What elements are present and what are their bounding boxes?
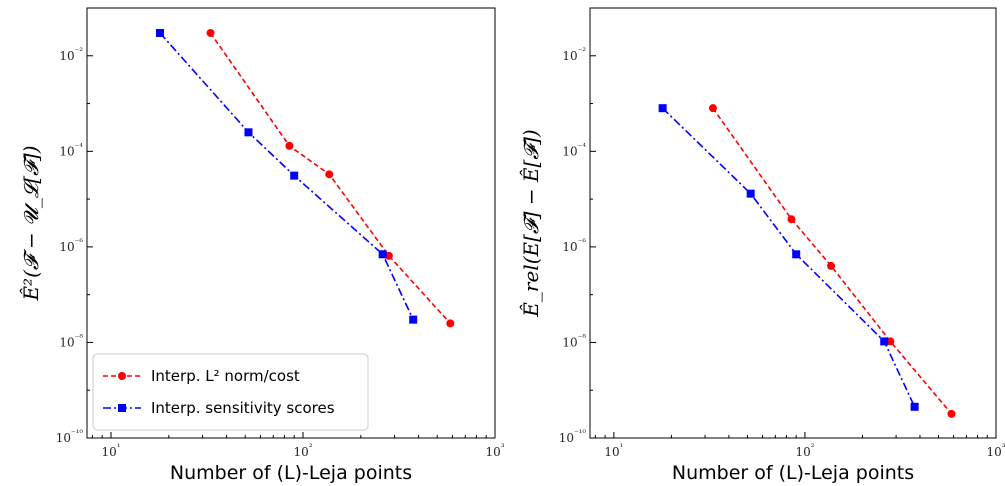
data-point <box>910 402 919 411</box>
plot-frame <box>589 7 997 439</box>
right-chart: 10⁻¹⁰ 10⁻⁸ 10⁻⁶ 10⁻⁴ 10⁻² 10¹ 10² 10³ Number of … <box>519 7 1005 484</box>
x-axis-label: Number of (L)-Leja points <box>672 462 914 484</box>
series-line <box>662 107 916 408</box>
x-tick-label: 10² <box>294 443 313 459</box>
data-point <box>708 104 717 113</box>
series-line <box>209 32 451 324</box>
y-tick-label: 10⁻⁶ <box>59 238 83 254</box>
legend-marker <box>118 404 126 412</box>
data-point <box>290 171 299 180</box>
x-axis-label: Number of (L)-Leja points <box>170 462 412 484</box>
data-point <box>156 28 165 37</box>
data-point <box>206 28 215 37</box>
x-tick-label: 10³ <box>987 443 1005 459</box>
data-point <box>446 319 455 328</box>
legend-box <box>92 353 369 431</box>
y-tick-label: 10⁻¹⁰ <box>56 429 84 445</box>
data-point <box>880 337 889 346</box>
y-tick-label: 10⁻⁸ <box>562 333 586 349</box>
data-point <box>378 250 387 259</box>
y-tick-label: 10⁻⁴ <box>562 142 586 158</box>
y-tick-label: 10⁻⁴ <box>59 142 83 158</box>
data-point <box>746 189 755 198</box>
x-tick-label: 10³ <box>486 443 505 459</box>
data-point <box>827 261 836 270</box>
data-point <box>658 104 667 113</box>
y-tick-label: 10⁻² <box>562 47 586 63</box>
x-tick-label: 10¹ <box>102 443 121 459</box>
series-line <box>712 107 953 415</box>
x-tick-label: 10² <box>795 443 814 459</box>
data-point <box>947 409 956 418</box>
y-axis-label: Ê²(𝓕 − 𝓤_𝓛[𝓕]) <box>19 145 43 301</box>
y-tick-label: 10⁻⁶ <box>562 238 586 254</box>
left-chart: 10⁻¹⁰ 10⁻⁸ 10⁻⁶ 10⁻⁴ 10⁻² 10¹ 10² 10³ Number of … <box>19 7 505 484</box>
legend-label: Interp. sensitivity scores <box>151 399 335 417</box>
legend-label: Interp. L² norm/cost <box>151 367 300 385</box>
data-point <box>384 251 393 260</box>
x-tick-label: 10¹ <box>604 443 623 459</box>
legend-marker <box>118 372 126 380</box>
data-point <box>787 215 796 224</box>
y-axis-label: Ê_rel(E[𝓕] − Ê[𝓕]) <box>519 129 543 317</box>
data-point <box>409 315 418 324</box>
data-point <box>325 170 334 179</box>
data-point <box>792 250 801 259</box>
data-point <box>886 337 895 346</box>
series-line <box>159 32 414 320</box>
y-tick-label: 10⁻⁸ <box>59 333 83 349</box>
plot-frame <box>86 7 496 439</box>
data-point <box>285 141 294 150</box>
legend: Interp. L² norm/cost Interp. sensitivity … <box>92 353 369 431</box>
y-tick-label: 10⁻² <box>59 47 83 63</box>
data-point <box>244 128 253 137</box>
y-tick-label: 10⁻¹⁰ <box>559 429 587 445</box>
